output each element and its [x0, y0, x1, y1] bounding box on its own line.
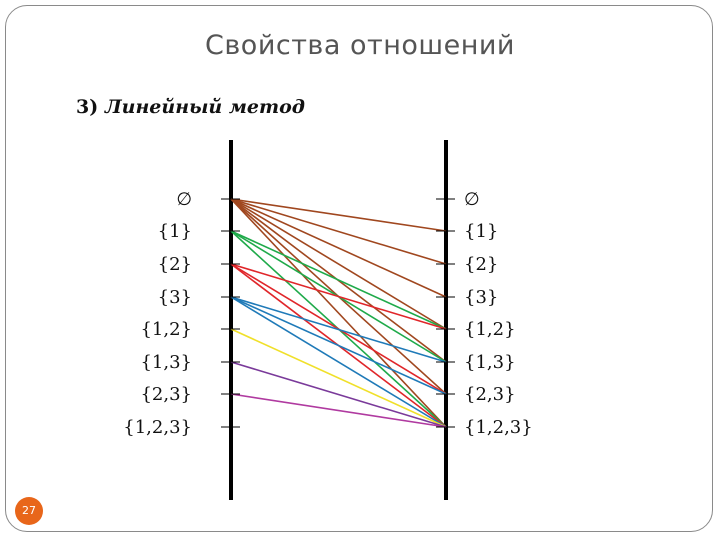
edge-0-7 [230, 198, 447, 428]
page-number-badge: 27 [15, 497, 43, 525]
slide-frame [5, 5, 713, 532]
left-label-2: {2} [158, 254, 192, 275]
slide-title: Свойства отношений [205, 30, 515, 61]
edge-0-1 [230, 198, 447, 232]
right-label-5: {1,3} [464, 352, 516, 373]
slide-subtitle: 3) Линейный метод [76, 96, 305, 118]
subtitle-text: Линейный метод [104, 96, 305, 118]
edge-6-7 [230, 393, 447, 428]
ticks-group [221, 198, 455, 428]
edge-3-5 [230, 296, 447, 363]
edges-group [230, 198, 447, 428]
edge-0-2 [230, 198, 447, 265]
left-label-7: {1,2,3} [123, 417, 192, 438]
left-label-3: {3} [158, 287, 192, 308]
left-label-6: {2,3} [140, 384, 192, 405]
right-label-4: {1,2} [464, 319, 516, 340]
left-label-5: {1,3} [140, 352, 192, 373]
right-label-2: {2} [464, 254, 498, 275]
left-label-1: {1} [158, 221, 192, 242]
right-label-1: {1} [464, 221, 498, 242]
right-label-7: {1,2,3} [464, 417, 533, 438]
edge-1-4 [230, 230, 447, 330]
left-label-0: ∅ [176, 189, 192, 210]
edge-0-3 [230, 198, 447, 298]
edge-3-7 [230, 296, 447, 428]
labels-group: ∅ {1} {2} {3} {1,2} {1,3} {2,3} {1,2,3} ∅ {1} {2} {… [123, 189, 532, 438]
edge-2-4 [230, 263, 447, 330]
subtitle-number: 3) [76, 96, 99, 118]
left-label-4: {1,2} [140, 319, 192, 340]
right-label-3: {3} [464, 287, 498, 308]
right-label-0: ∅ [464, 189, 480, 210]
edge-3-6 [230, 296, 447, 395]
edge-4-7 [230, 328, 447, 428]
edge-0-4 [230, 198, 447, 330]
right-label-6: {2,3} [464, 384, 516, 405]
edge-5-7 [230, 361, 447, 428]
